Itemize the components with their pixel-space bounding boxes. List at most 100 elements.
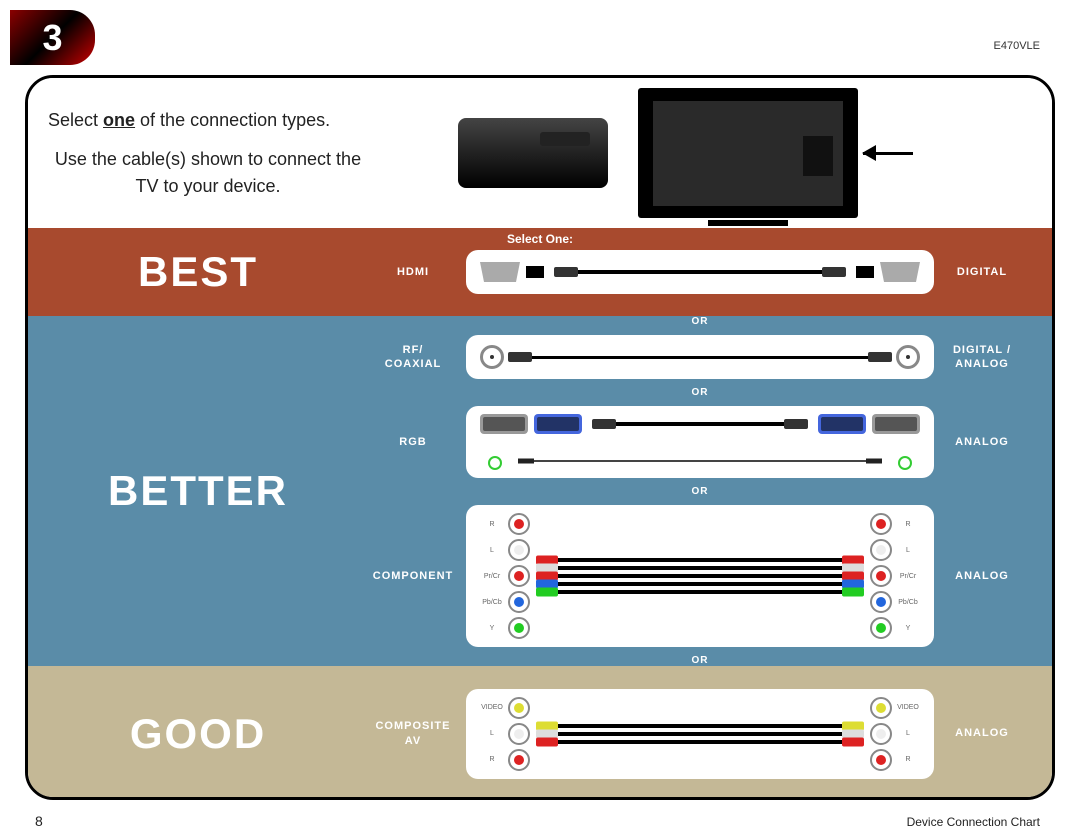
rca-cable-icon — [536, 566, 864, 570]
tier-good: GOOD COMPOSITE AV VIDEO L R VIDEO L R ANALOG — [28, 666, 1052, 800]
vga-plug-icon — [534, 414, 582, 434]
coax-signal-label: DIGITAL / ANALOG — [942, 343, 1022, 372]
vga-port-icon — [872, 414, 920, 434]
component-port-label: COMPONENT — [368, 569, 458, 583]
jack-label: Pr/Cr — [480, 573, 504, 580]
rca-cable-icon — [536, 558, 864, 562]
rca-jack-icon — [870, 617, 892, 639]
rca-jack-icon — [508, 697, 530, 719]
chapter-number: 3 — [42, 17, 62, 59]
row-coax: RF/ COAXIAL DIGITAL / ANALOG — [368, 335, 1022, 379]
component-jacks-left: R L Pr/Cr Pb/Cb Y — [480, 513, 530, 639]
or-divider: OR — [368, 486, 1022, 497]
rca-jack-icon — [508, 591, 530, 613]
component-signal-label: ANALOG — [942, 569, 1022, 583]
rca-jack-icon — [870, 539, 892, 561]
rgb-port-label: RGB — [368, 435, 458, 449]
coax-port-icon — [896, 345, 920, 369]
row-rgb: RGB ANALOG — [368, 406, 1022, 478]
intro-bold: one — [103, 110, 135, 130]
hdmi-plug-icon — [526, 266, 544, 278]
jack-label: Y — [896, 625, 920, 632]
hdmi-signal-label: DIGITAL — [942, 265, 1022, 279]
hdmi-port-label: HDMI — [368, 265, 458, 279]
composite-cables — [536, 724, 864, 744]
rca-jack-icon — [508, 723, 530, 745]
rca-jack-icon — [508, 617, 530, 639]
jack-label: Pb/Cb — [896, 599, 920, 606]
vga-plug-icon — [818, 414, 866, 434]
rca-jack-icon — [870, 565, 892, 587]
jack-label: Pb/Cb — [480, 599, 504, 606]
jack-label: Y — [480, 625, 504, 632]
component-jacks-right: RLPr/CrPb/CbY — [870, 513, 920, 639]
tier-best-label: BEST — [28, 228, 368, 316]
rca-jack-icon — [870, 591, 892, 613]
page-footer-number: 8 — [35, 813, 43, 829]
tv-illustration — [638, 88, 913, 218]
rca-jack-icon — [508, 513, 530, 535]
hdmi-plug-icon — [856, 266, 874, 278]
composite-port-label: COMPOSITE AV — [368, 719, 458, 748]
model-label: E470VLE — [994, 40, 1040, 52]
coax-port-icon — [480, 345, 504, 369]
jack-label: R — [480, 521, 504, 528]
hdmi-cable-icon — [556, 270, 844, 274]
audio-jack-icon — [488, 456, 502, 470]
tier-good-label: GOOD — [28, 666, 368, 800]
jack-label: L — [480, 547, 504, 554]
rca-cable-icon — [536, 732, 864, 736]
vga-cable-icon — [594, 422, 806, 426]
row-composite: COMPOSITE AV VIDEO L R VIDEO L R ANALOG — [368, 689, 1022, 779]
jack-label: VIDEO — [480, 704, 504, 711]
hdmi-port-icon — [880, 262, 920, 282]
rgb-signal-label: ANALOG — [942, 435, 1022, 449]
rca-jack-icon — [870, 749, 892, 771]
rca-jack-icon — [508, 749, 530, 771]
row-hdmi: HDMI DIGITAL — [368, 250, 1022, 294]
hdmi-card — [466, 250, 934, 294]
intro-post: of the connection types. — [135, 110, 330, 130]
jack-label: L — [480, 730, 504, 737]
rca-cable-icon — [536, 724, 864, 728]
connection-chart-frame: Select one of the connection types. Use … — [25, 75, 1055, 800]
composite-jacks-right: VIDEO L R — [870, 697, 920, 771]
rca-cable-icon — [536, 582, 864, 586]
jack-label: Pr/Cr — [896, 573, 920, 580]
tier-better-label: BETTER — [28, 316, 368, 666]
intro-pre: Select — [48, 110, 103, 130]
tier-better: BETTER OR RF/ COAXIAL DIGITAL / ANALOG O… — [28, 316, 1052, 666]
audio-cable-icon — [518, 460, 882, 462]
rca-cable-icon — [536, 590, 864, 594]
rca-cable-icon — [536, 740, 864, 744]
chapter-badge: 3 — [10, 10, 95, 65]
composite-card: VIDEO L R VIDEO L R — [466, 689, 934, 779]
rgb-card — [466, 406, 934, 478]
select-one-tab: Select One: — [489, 228, 591, 250]
rca-jack-icon — [508, 539, 530, 561]
rca-jack-icon — [870, 723, 892, 745]
component-cables — [536, 558, 864, 594]
intro-line2: Use the cable(s) shown to connect the TV… — [48, 146, 368, 200]
rca-jack-icon — [870, 513, 892, 535]
jack-label: VIDEO — [896, 704, 920, 711]
jack-label: L — [896, 730, 920, 737]
audio-jack-icon — [898, 456, 912, 470]
coax-cable-icon — [510, 356, 890, 359]
device-illustration — [458, 118, 608, 188]
rca-cable-icon — [536, 574, 864, 578]
or-divider: OR — [368, 316, 1022, 327]
jack-label: R — [896, 756, 920, 763]
hdmi-port-icon — [480, 262, 520, 282]
arrow-icon — [863, 152, 913, 155]
or-divider: OR — [368, 655, 1022, 666]
jack-label: R — [480, 756, 504, 763]
intro-section: Select one of the connection types. Use … — [28, 78, 1052, 228]
or-divider: OR — [368, 387, 1022, 398]
composite-jacks-left: VIDEO L R — [480, 697, 530, 771]
coax-card — [466, 335, 934, 379]
composite-signal-label: ANALOG — [942, 726, 1022, 740]
intro-text: Select one of the connection types. Use … — [48, 107, 368, 200]
chart-caption: Device Connection Chart — [907, 815, 1040, 829]
coax-port-label: RF/ COAXIAL — [368, 343, 458, 372]
